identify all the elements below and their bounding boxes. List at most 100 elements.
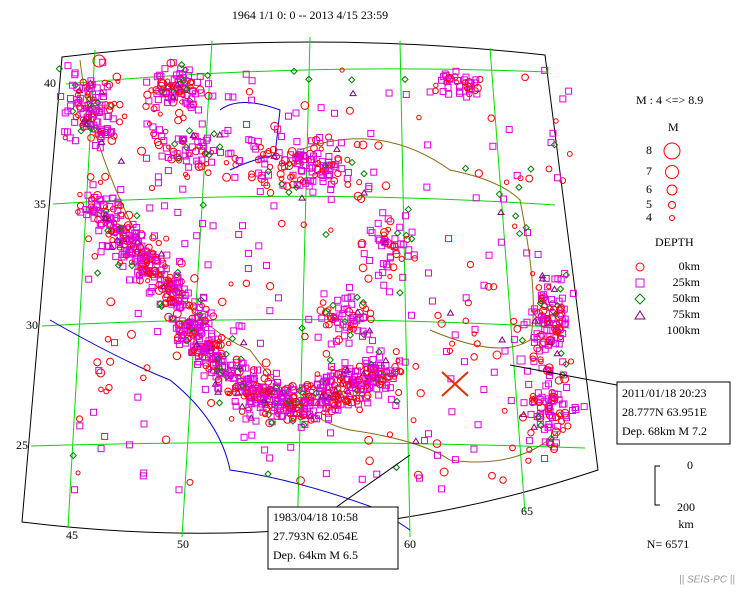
quake-marker: [310, 407, 318, 415]
quake-marker: [149, 234, 157, 242]
quake-marker: [546, 404, 553, 412]
quake-marker: [534, 250, 542, 258]
quake-marker: [89, 181, 97, 189]
quake-marker: [193, 232, 201, 240]
quake-marker: [209, 360, 219, 370]
quake-marker: [347, 324, 353, 331]
quake-marker: [292, 403, 298, 409]
quake-marker: [304, 177, 312, 185]
quake-marker: [533, 344, 542, 353]
quake-marker: [76, 422, 84, 430]
quake-marker: [156, 126, 164, 134]
quake-marker: [289, 405, 298, 413]
quake-marker: [209, 222, 217, 230]
quake-marker: [537, 421, 545, 430]
quake-marker: [322, 322, 330, 329]
quake-marker: [91, 125, 99, 133]
quake-marker: [180, 92, 186, 98]
quake-marker: [523, 249, 531, 257]
quake-marker: [182, 171, 189, 177]
quake-marker: [333, 145, 341, 152]
depth-symbol: [634, 310, 646, 320]
quake-marker: [126, 276, 134, 284]
quake-marker: [557, 276, 565, 284]
quake-marker: [325, 306, 332, 313]
quake-marker: [529, 352, 538, 361]
quake-marker: [118, 211, 125, 218]
quake-marker: [345, 106, 354, 115]
quake-marker: [534, 389, 542, 397]
quake-marker: [189, 302, 198, 311]
quake-marker: [355, 362, 364, 371]
quake-marker: [507, 397, 515, 405]
quake-marker: [333, 318, 341, 326]
m-symbol: [669, 215, 675, 221]
quake-marker: [381, 239, 389, 247]
quake-marker: [416, 114, 422, 121]
quake-marker: [530, 271, 536, 277]
quake-marker: [331, 401, 339, 409]
quake-marker: [305, 315, 313, 323]
quake-marker: [230, 327, 238, 335]
quake-marker: [341, 332, 349, 340]
quake-marker: [176, 88, 184, 96]
quake-marker: [191, 298, 199, 306]
quake-marker: [292, 109, 300, 117]
quake-marker: [351, 380, 359, 388]
quake-marker: [364, 399, 372, 407]
quake-marker: [272, 369, 280, 377]
quake-marker: [272, 382, 280, 390]
quake-marker: [140, 374, 147, 382]
quake-marker: [248, 400, 256, 408]
quake-marker: [443, 77, 451, 85]
quake-marker: [242, 70, 250, 78]
m-label: 5: [646, 197, 652, 211]
quake-marker: [200, 372, 208, 380]
quake-marker: [174, 135, 182, 143]
quake-marker: [107, 136, 117, 145]
quake-marker: [203, 134, 211, 142]
quake-marker: [332, 337, 340, 345]
quake-marker: [556, 335, 564, 343]
quake-marker: [228, 416, 235, 422]
quake-marker: [177, 259, 186, 268]
quake-marker: [235, 322, 243, 330]
quake-marker: [157, 87, 166, 96]
quake-marker: [102, 195, 110, 203]
quake-marker: [248, 170, 256, 178]
quake-marker: [239, 222, 247, 230]
callout-text: Dep. 68km M 7.2: [622, 424, 707, 438]
quake-marker: [348, 158, 356, 167]
quake-marker: [235, 157, 243, 165]
quake-marker: [335, 325, 343, 333]
m-symbol: [663, 142, 681, 160]
quake-marker: [537, 297, 545, 305]
callout-pointer: [334, 454, 411, 509]
quake-marker: [556, 325, 565, 334]
quake-marker: [170, 140, 179, 148]
quake-marker: [538, 294, 545, 300]
quake-marker: [161, 435, 171, 445]
quake-marker: [263, 261, 271, 269]
quake-marker: [346, 331, 355, 339]
quake-marker: [368, 371, 377, 379]
quake-marker: [560, 408, 570, 418]
quake-marker: [331, 109, 339, 117]
quake-marker: [471, 331, 477, 337]
quake-marker: [239, 359, 247, 367]
quake-marker: [186, 79, 195, 87]
quake-marker: [392, 348, 400, 356]
quake-marker: [553, 118, 559, 124]
quake-marker: [339, 380, 347, 388]
quake-marker: [96, 195, 104, 203]
quake-marker: [291, 393, 298, 400]
quake-marker: [375, 375, 384, 384]
quake-marker: [146, 204, 154, 212]
quake-marker: [235, 382, 243, 390]
quake-marker: [77, 191, 83, 198]
quake-marker: [197, 89, 205, 97]
quake-marker: [285, 188, 293, 196]
quake-marker: [237, 355, 245, 363]
quake-marker: [84, 191, 92, 199]
